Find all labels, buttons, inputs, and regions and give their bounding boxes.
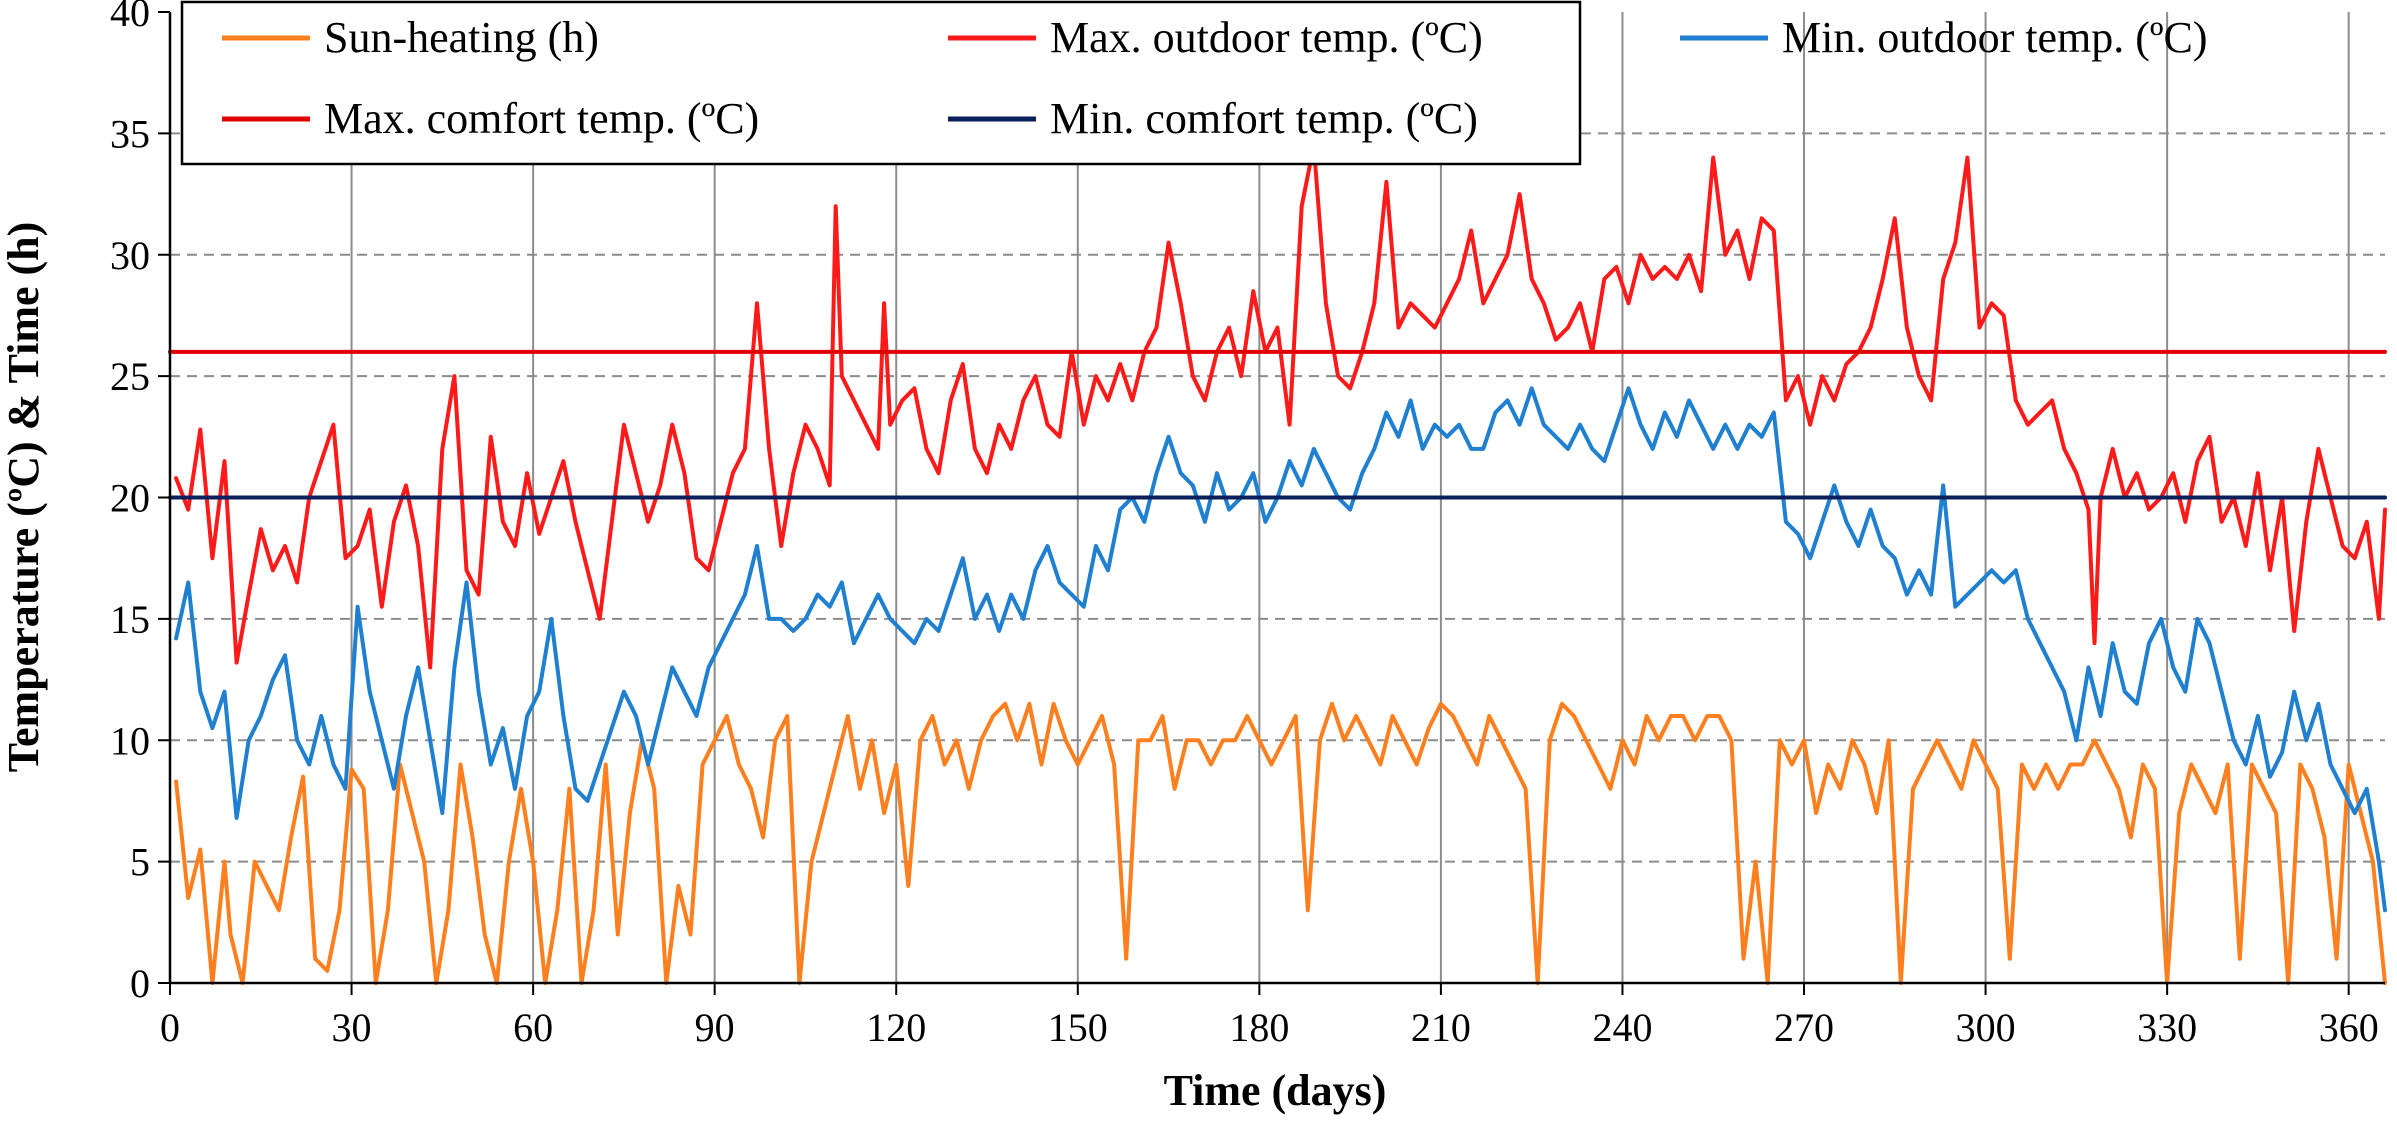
x-axis-title: Time (days) bbox=[1164, 1066, 1387, 1115]
legend-label: Min. outdoor temp. (ºC) bbox=[1782, 13, 2208, 62]
legend-label: Min. comfort temp. (ºC) bbox=[1050, 94, 1478, 143]
legend-label: Max. outdoor temp. (ºC) bbox=[1050, 13, 1483, 62]
y-tick-label: 30 bbox=[110, 233, 150, 278]
y-axis-title: Temperature (ºC) & Time (h) bbox=[0, 222, 48, 773]
y-tick-label: 0 bbox=[130, 961, 150, 1006]
y-tick-label: 20 bbox=[110, 476, 150, 521]
x-tick-label: 120 bbox=[866, 1005, 926, 1050]
series-line bbox=[174, 143, 2387, 670]
legend-box bbox=[180, 0, 1582, 166]
x-tick-label: 270 bbox=[1774, 1005, 1834, 1050]
x-tick-label: 360 bbox=[2319, 1005, 2379, 1050]
x-tick-label: 210 bbox=[1411, 1005, 1471, 1050]
series-line bbox=[174, 386, 2387, 913]
x-tick-label: 30 bbox=[332, 1005, 372, 1050]
legend-label: Max. comfort temp. (ºC) bbox=[324, 94, 759, 143]
y-tick-label: 10 bbox=[110, 718, 150, 763]
legend: Sun-heating (h) Max. outdoor temp. (ºC) Mi… bbox=[180, 0, 2208, 166]
legend-label: Sun-heating (h) bbox=[324, 13, 599, 62]
x-tick-label: 300 bbox=[1956, 1005, 2016, 1050]
series-layer bbox=[168, 143, 2387, 985]
x-tick-label: 240 bbox=[1592, 1005, 1652, 1050]
x-tick-label: 60 bbox=[513, 1005, 553, 1050]
x-tick-label: 90 bbox=[695, 1005, 735, 1050]
y-tick-label: 35 bbox=[110, 111, 150, 156]
y-tick-label: 5 bbox=[130, 840, 150, 885]
axes: 0 5 10 15 20 25 30 35 40 0 30 60 90 120 150 180 210 240 27… bbox=[110, 0, 2385, 1050]
y-tick-label: 40 bbox=[110, 0, 150, 35]
series-line bbox=[174, 701, 2387, 985]
x-tick-label: 180 bbox=[1229, 1005, 1289, 1050]
x-tick-label: 330 bbox=[2137, 1005, 2197, 1050]
y-tick-label: 15 bbox=[110, 597, 150, 642]
y-tick-label: 25 bbox=[110, 354, 150, 399]
x-tick-label: 150 bbox=[1048, 1005, 1108, 1050]
x-tick-label: 0 bbox=[160, 1005, 180, 1050]
